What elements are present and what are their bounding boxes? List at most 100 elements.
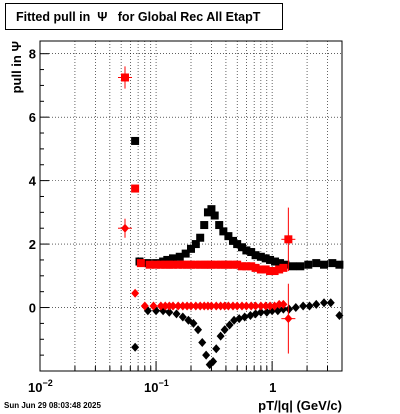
axes <box>39 40 343 372</box>
x-tick-label: 1 <box>269 380 276 395</box>
data-point <box>251 263 260 272</box>
data-point <box>187 244 195 253</box>
data-point <box>163 255 172 264</box>
data-point <box>261 254 270 263</box>
data-point <box>284 235 293 244</box>
data-point <box>169 301 178 311</box>
data-point <box>224 260 233 269</box>
data-point <box>216 301 225 311</box>
data-point <box>335 260 344 269</box>
data-point <box>187 301 195 311</box>
data-point <box>320 260 329 269</box>
data-point <box>328 259 337 268</box>
data-point <box>212 260 221 269</box>
data-point <box>174 301 183 311</box>
data-point <box>215 221 224 230</box>
data-point <box>178 260 187 269</box>
timestamp: Sun Jun 29 08:03:48 2025 <box>4 401 101 410</box>
data-point <box>191 240 200 249</box>
y-tick-label: 4 <box>29 174 37 189</box>
data-point <box>210 211 219 220</box>
data-point <box>198 337 207 347</box>
data-point <box>266 301 275 311</box>
data-point <box>235 314 244 324</box>
y-tick-label: 8 <box>29 47 36 62</box>
data-point <box>224 301 233 311</box>
axis-labels: 10−2 10−1 1 0 2 4 6 8 pT/|q| (GeV/c) pull in Ψ <box>9 41 342 413</box>
chart-title: Fitted pull in Ψ for Global Rec All Etap… <box>16 9 261 24</box>
data-point <box>196 301 205 311</box>
data-point <box>288 262 297 271</box>
data-point <box>233 240 242 249</box>
data-point <box>270 267 279 276</box>
data-point <box>247 262 256 271</box>
data-point <box>187 260 195 269</box>
data-point <box>219 227 228 236</box>
data-point <box>178 301 187 311</box>
data-point <box>275 265 284 274</box>
data-point <box>131 136 140 145</box>
y-axis-label: pull in Ψ <box>9 41 24 93</box>
data-point <box>242 262 251 271</box>
data-point <box>121 223 130 233</box>
data-point <box>335 310 344 320</box>
data-point <box>240 312 249 322</box>
data-point <box>149 301 158 311</box>
data-point <box>237 262 246 271</box>
data-point <box>305 301 314 311</box>
data-point <box>169 254 178 263</box>
data-point <box>299 301 308 311</box>
data-point <box>247 301 256 311</box>
data-point <box>285 304 294 314</box>
data-point <box>156 301 165 311</box>
data-point <box>279 304 288 314</box>
data-point <box>251 251 260 260</box>
data-point <box>207 301 216 311</box>
data-point <box>131 342 140 352</box>
data-point <box>247 248 256 257</box>
chart-title-box: Fitted pull in Ψ for Global Rec All Etap… <box>5 3 283 30</box>
data-point <box>233 301 242 311</box>
data-point <box>228 236 237 245</box>
data-point <box>131 184 140 193</box>
data-point <box>207 205 216 214</box>
data-point <box>266 255 275 264</box>
data-point <box>172 309 181 319</box>
data-point <box>228 260 237 269</box>
data-point <box>225 320 234 330</box>
data-point <box>242 246 251 255</box>
data-point <box>152 260 161 269</box>
data-point <box>320 298 329 308</box>
x-tick-label: 10−2 <box>28 378 53 395</box>
data-point <box>175 252 184 261</box>
data-point <box>279 299 288 309</box>
data-point <box>121 73 130 82</box>
data-point <box>212 301 221 311</box>
series-3 <box>118 218 296 354</box>
data-point <box>156 260 165 269</box>
data-point <box>194 325 203 335</box>
data-point <box>237 243 246 252</box>
data-point <box>189 318 198 328</box>
data-point <box>271 257 280 266</box>
data-point <box>256 252 265 261</box>
data-point <box>140 301 149 311</box>
data-point <box>304 260 313 269</box>
y-tick-label: 0 <box>29 301 36 316</box>
data-point <box>296 262 305 271</box>
data-point <box>237 301 246 311</box>
data-point <box>216 331 225 341</box>
data-point <box>196 233 205 242</box>
data-point <box>165 307 174 317</box>
data-point <box>196 260 205 269</box>
data-point <box>233 260 242 269</box>
series-2 <box>118 66 296 276</box>
data-point <box>284 314 293 324</box>
data-point <box>256 265 265 274</box>
data-point <box>256 307 265 317</box>
data-point <box>279 263 288 272</box>
data-point <box>220 325 229 335</box>
data-point <box>191 260 200 269</box>
data-point <box>209 356 218 366</box>
